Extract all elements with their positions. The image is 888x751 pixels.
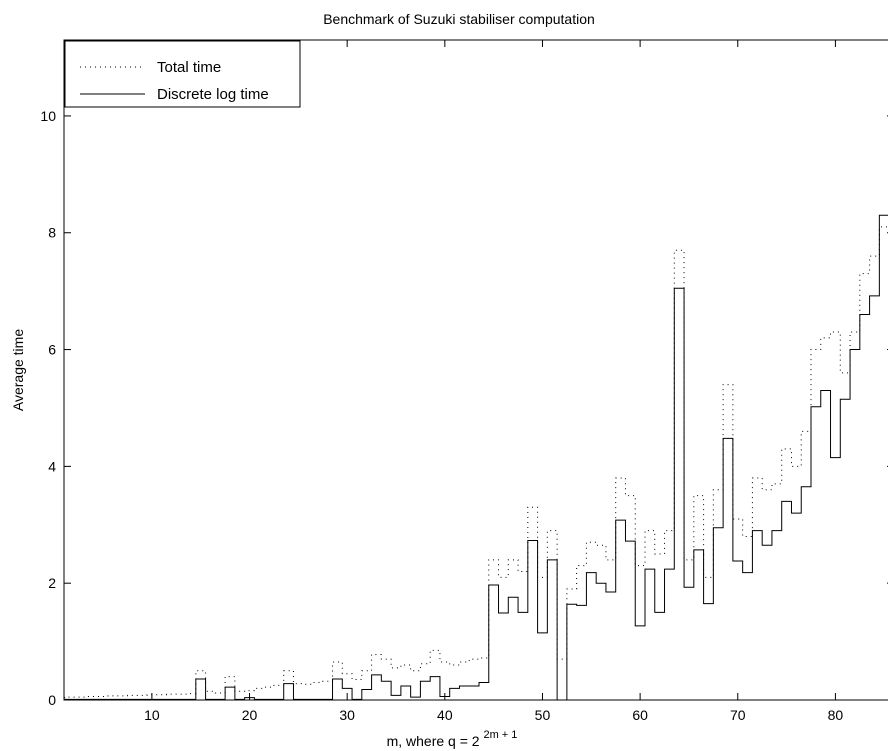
y-axis-label: Average time	[10, 329, 26, 411]
legend: Total time Discrete log time	[64, 40, 301, 108]
x-tick-label: 20	[242, 707, 258, 723]
legend-label-total-time: Total time	[157, 59, 221, 76]
x-tick-label: 60	[632, 707, 648, 723]
x-axis-label-prefix: m, where q = 2	[387, 733, 480, 749]
x-axis-label-superscript: 2m + 1	[483, 729, 517, 741]
y-tick-label: 6	[48, 342, 56, 358]
series-line-total-time	[64, 226, 888, 699]
x-tick-label: 80	[828, 707, 844, 723]
x-tick-label: 40	[437, 707, 453, 723]
y-tick-label: 4	[48, 458, 56, 474]
x-tick-label: 10	[144, 707, 160, 723]
plot-frame	[63, 39, 888, 701]
legend-box	[64, 40, 301, 108]
x-tick-label: 70	[730, 707, 746, 723]
y-tick-label: 8	[48, 225, 56, 241]
x-tick-label: 30	[339, 707, 355, 723]
y-tick-label: 2	[48, 575, 56, 591]
x-tick-label: 50	[535, 707, 551, 723]
plot-area: 10 20 30 40 50 60 70 80 0 2 4 6 8 10	[40, 39, 888, 723]
y-tick-label: 10	[40, 108, 56, 124]
y-tick-label: 0	[48, 692, 56, 708]
chart-title: Benchmark of Suzuki stabiliser computati…	[323, 11, 595, 27]
series-line-discrete-log-time	[64, 214, 888, 700]
tick-layer: 10 20 30 40 50 60 70 80 0 2 4 6 8 10	[40, 40, 888, 723]
series-layer	[64, 214, 888, 700]
legend-label-discrete-log-time: Discrete log time	[157, 86, 269, 103]
x-axis-label: m, where q = 2 2m + 1	[387, 729, 518, 749]
